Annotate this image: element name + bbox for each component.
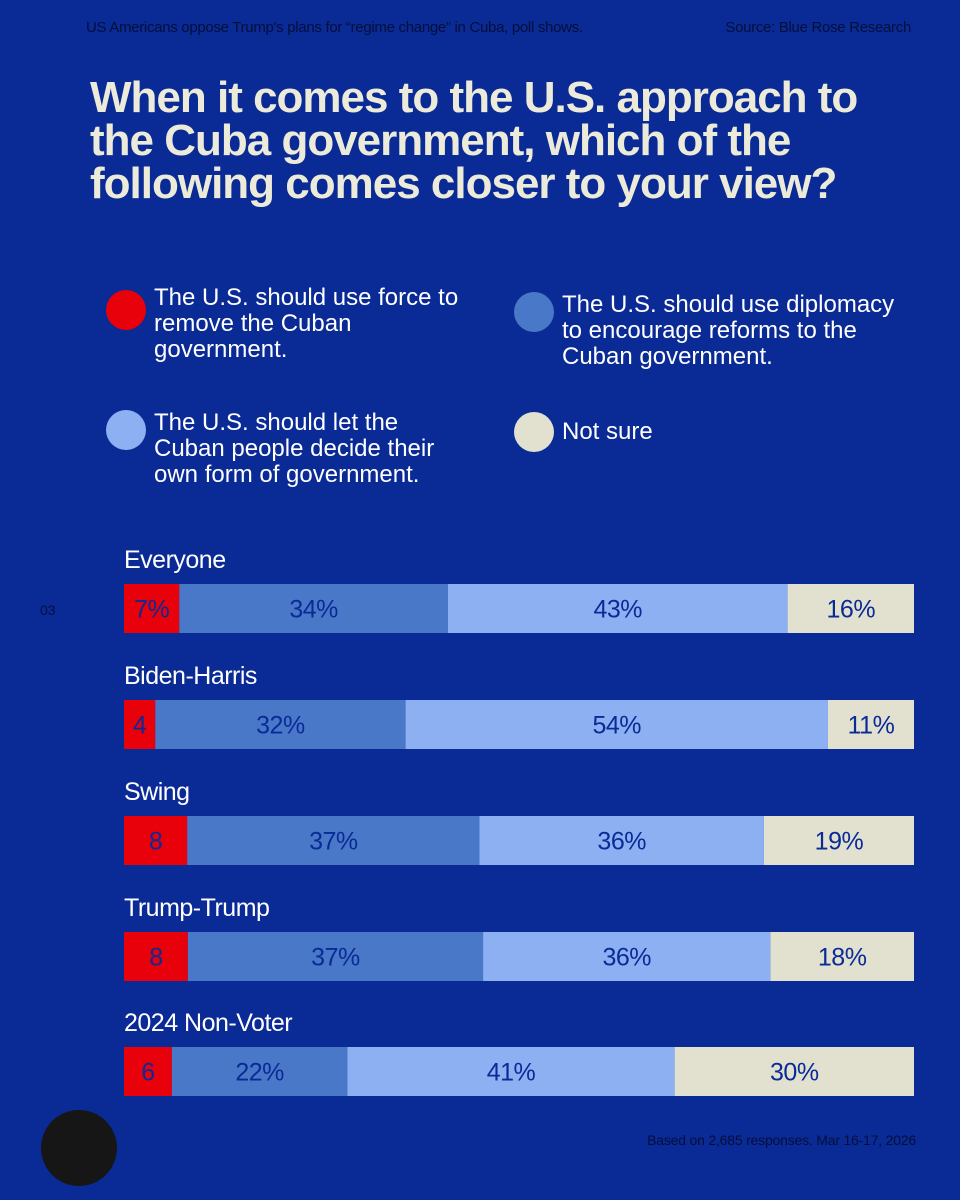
bar-segment-2024-non-voter-not-sure xyxy=(674,1047,914,1096)
data-label-2024-non-voter-not-sure: 30% xyxy=(770,1059,819,1087)
bar-segment-biden-harris-diplomacy xyxy=(155,700,406,749)
corner-circle-decoration xyxy=(41,1110,117,1186)
legend-label-force: The U.S. should use force to remove the … xyxy=(154,284,459,363)
data-label-trump-trump-people-decide: 36% xyxy=(602,944,651,972)
data-label-swing-not-sure: 19% xyxy=(815,828,864,856)
bar-segment-everyone-people-decide xyxy=(447,584,788,633)
legend-swatch-force xyxy=(106,290,146,330)
data-label-swing-people-decide: 36% xyxy=(597,828,646,856)
data-label-everyone-force: 7% xyxy=(134,596,169,624)
data-label-everyone-not-sure: 16% xyxy=(827,596,876,624)
legend-label-diplomacy: The U.S. should use diplomacy to encoura… xyxy=(562,291,895,370)
bar-segment-everyone-force xyxy=(124,584,180,633)
source-credit: Source: Blue Rose Research xyxy=(725,19,911,36)
legend-item-people-decide: The U.S. should let the Cuban people dec… xyxy=(106,410,466,488)
data-label-everyone-people-decide: 43% xyxy=(593,596,642,624)
data-label-biden-harris-not-sure: 11% xyxy=(848,712,895,740)
category-label-trump-trump: Trump-Trump xyxy=(124,894,269,922)
legend-label-people-decide: The U.S. should let the Cuban people dec… xyxy=(154,409,435,488)
data-label-2024-non-voter-diplomacy: 22% xyxy=(235,1059,284,1087)
footnote: Based on 2,685 responses. Mar 16-17, 202… xyxy=(647,1132,916,1148)
data-label-2024-non-voter-force: 6 xyxy=(141,1059,154,1087)
bar-segment-biden-harris-people-decide xyxy=(405,700,828,749)
data-label-trump-trump-force: 8 xyxy=(149,944,162,972)
category-label-everyone: Everyone xyxy=(124,546,226,574)
page-number: 03 xyxy=(40,602,56,618)
category-label-swing: Swing xyxy=(124,778,190,806)
data-label-biden-harris-force: 4 xyxy=(133,712,147,740)
data-label-swing-force: 8 xyxy=(149,828,162,856)
bar-segment-biden-harris-force xyxy=(124,700,156,749)
bar-segment-swing-not-sure xyxy=(763,816,914,865)
legend-label-not-sure: Not sure xyxy=(562,418,653,445)
category-label-biden-harris: Biden-Harris xyxy=(124,662,257,690)
legend-swatch-diplomacy xyxy=(514,292,554,332)
bar-segment-swing-force xyxy=(124,816,188,865)
bar-segment-trump-trump-not-sure xyxy=(770,932,914,981)
data-label-biden-harris-diplomacy: 32% xyxy=(256,712,305,740)
bar-segment-swing-diplomacy xyxy=(187,816,480,865)
legend-item-not-sure: Not sure xyxy=(514,412,914,452)
category-label-2024-non-voter: 2024 Non-Voter xyxy=(124,1009,292,1037)
data-label-biden-harris-people-decide: 54% xyxy=(592,712,641,740)
bar-segment-2024-non-voter-force xyxy=(124,1047,172,1096)
bar-segment-2024-non-voter-diplomacy xyxy=(171,1047,348,1096)
bar-segment-biden-harris-not-sure xyxy=(827,700,914,749)
legend-swatch-not-sure xyxy=(514,412,554,452)
bar-segment-everyone-not-sure xyxy=(787,584,914,633)
bar-segment-everyone-diplomacy xyxy=(179,584,448,633)
legend-swatch-people-decide xyxy=(106,410,146,450)
chart-title: When it comes to the U.S. approach to th… xyxy=(90,73,858,208)
legend-item-diplomacy: The U.S. should use diplomacy to encoura… xyxy=(514,292,914,370)
chart-subtitle: US Americans oppose Trump's plans for “r… xyxy=(86,19,583,36)
bar-segment-swing-people-decide xyxy=(479,816,764,865)
bar-segment-trump-trump-force xyxy=(124,932,188,981)
data-label-trump-trump-not-sure: 18% xyxy=(818,944,867,972)
data-label-2024-non-voter-people-decide: 41% xyxy=(487,1059,536,1087)
bar-segment-trump-trump-diplomacy xyxy=(187,932,484,981)
data-label-trump-trump-diplomacy: 37% xyxy=(311,944,360,972)
legend-item-force: The U.S. should use force to remove the … xyxy=(106,285,466,363)
data-label-swing-diplomacy: 37% xyxy=(309,828,358,856)
bar-segment-trump-trump-people-decide xyxy=(483,932,771,981)
data-label-everyone-diplomacy: 34% xyxy=(289,596,338,624)
bar-segment-2024-non-voter-people-decide xyxy=(347,1047,675,1096)
